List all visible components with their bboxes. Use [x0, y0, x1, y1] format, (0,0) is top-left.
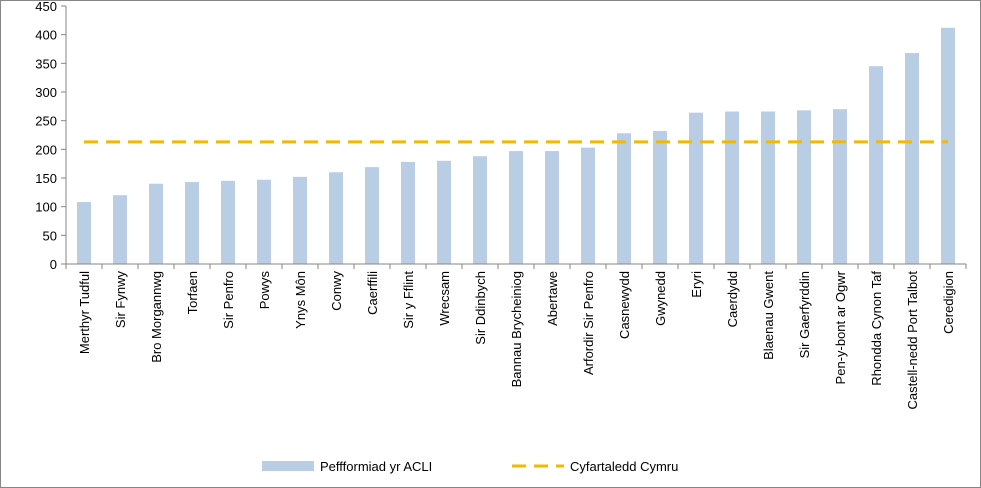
y-tick-label: 100 — [35, 200, 57, 215]
x-tick-label: Blaenau Gwent — [761, 271, 776, 360]
x-tick-label: Ynys Môn — [293, 271, 308, 329]
x-tick-label: Bannau Brycheiniog — [509, 271, 524, 387]
bar — [797, 110, 811, 264]
bar — [149, 183, 163, 264]
x-tick-label: Bro Morgannwg — [149, 271, 164, 363]
x-tick-label: Ceredigion — [941, 271, 956, 334]
bar — [581, 147, 595, 264]
x-tick-label: Sir Gaerfyrddin — [797, 271, 812, 358]
bar — [689, 112, 703, 264]
x-tick-label: Sir Penfro — [221, 271, 236, 329]
bar — [653, 130, 667, 264]
x-tick-label: Sir Ddinbych — [473, 271, 488, 345]
x-tick-label: Arfordir Sir Penfro — [581, 271, 596, 375]
y-tick-label: 300 — [35, 85, 57, 100]
x-tick-label: Castell-nedd Port Talbot — [905, 271, 920, 410]
bar — [185, 182, 199, 264]
bar — [257, 179, 271, 264]
x-tick-label: Rhondda Cynon Taf — [869, 271, 884, 386]
bar — [401, 161, 415, 264]
bar — [905, 53, 919, 264]
x-tick-label: Casnewydd — [617, 271, 632, 339]
x-tick-label: Pen-y-bont ar Ogwr — [833, 270, 848, 384]
bar — [617, 133, 631, 264]
bar — [725, 111, 739, 264]
bar — [941, 27, 955, 264]
bar — [761, 111, 775, 264]
bar — [293, 176, 307, 264]
bar — [473, 156, 487, 264]
y-tick-label: 150 — [35, 171, 57, 186]
y-tick-label: 50 — [43, 228, 57, 243]
bar — [221, 180, 235, 264]
x-tick-label: Conwy — [329, 271, 344, 311]
bar — [77, 202, 91, 264]
y-tick-label: 200 — [35, 142, 57, 157]
bar — [365, 167, 379, 264]
y-tick-label: 0 — [50, 257, 57, 272]
bar — [509, 151, 523, 264]
legend-label: Cyfartaledd Cymru — [570, 459, 678, 474]
y-tick-label: 350 — [35, 56, 57, 71]
x-tick-label: Caerdydd — [725, 271, 740, 327]
x-tick-label: Abertawe — [545, 271, 560, 326]
x-tick-label: Eryri — [689, 271, 704, 298]
x-tick-label: Sir Fynwy — [113, 271, 128, 329]
x-tick-label: Sir y Fflint — [401, 271, 416, 329]
bar — [437, 160, 451, 264]
x-tick-label: Torfaen — [185, 271, 200, 314]
x-tick-label: Caerffili — [365, 271, 380, 315]
legend-swatch — [262, 461, 314, 471]
y-tick-label: 400 — [35, 28, 57, 43]
x-tick-label: Wrecsam — [437, 271, 452, 326]
bar — [833, 109, 847, 264]
bar — [329, 172, 343, 264]
x-tick-label: Merthyr Tudful — [77, 271, 92, 354]
y-tick-label: 450 — [35, 0, 57, 14]
bar — [113, 195, 127, 264]
x-tick-label: Powys — [257, 271, 272, 310]
x-tick-label: Gwynedd — [653, 271, 668, 326]
y-tick-label: 250 — [35, 114, 57, 129]
bar — [545, 151, 559, 264]
bar — [869, 66, 883, 264]
legend-label: Peffformiad yr ACLI — [320, 459, 432, 474]
